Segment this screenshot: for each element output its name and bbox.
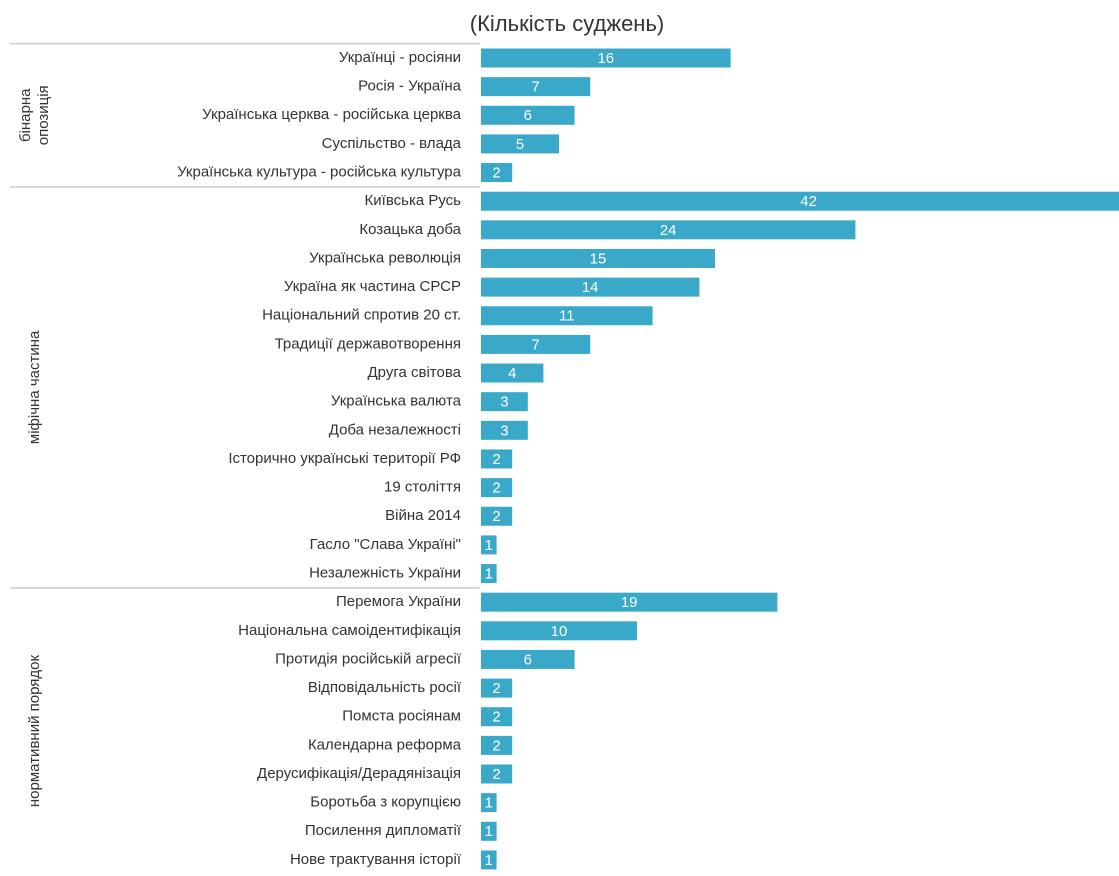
category-label: Україна як частина СРСР [284, 278, 461, 295]
group-label: опозиція [35, 85, 52, 145]
value-label: 3 [500, 422, 508, 439]
category-label: Росія - Україна [358, 78, 462, 95]
bar [481, 478, 513, 498]
bar [481, 220, 856, 240]
bar [481, 649, 575, 669]
value-label: 11 [559, 308, 575, 325]
bar [481, 564, 497, 584]
value-label: 2 [492, 480, 500, 497]
value-label: 14 [582, 279, 599, 296]
bar [481, 191, 1119, 211]
category-label: Календарна реформа [308, 736, 462, 753]
bar [481, 163, 513, 183]
category-label: Дерусифікація/Дерадянізація [257, 765, 461, 782]
bar [481, 77, 591, 97]
value-label: 19 [621, 594, 638, 611]
category-label: Традиції державотворення [275, 335, 461, 352]
category-label: Відповідальність росії [308, 679, 462, 696]
value-label: 2 [492, 766, 500, 783]
value-label: 2 [492, 709, 500, 726]
bar [481, 707, 513, 727]
group-label: нормативний порядок [26, 655, 43, 808]
value-label: 1 [485, 795, 493, 812]
value-label: 6 [524, 651, 532, 668]
category-label: Друга світова [368, 364, 462, 381]
value-label: 2 [492, 508, 500, 525]
bar [481, 105, 575, 125]
category-label: Українська культура - російська культура [177, 164, 462, 181]
bar [481, 592, 778, 612]
bar [481, 793, 497, 813]
value-label: 7 [531, 79, 539, 96]
category-label: Українці - росіяни [339, 49, 461, 66]
bar [481, 363, 544, 383]
bar [481, 392, 528, 412]
category-label: Незалежність України [309, 564, 461, 581]
bar [481, 535, 497, 555]
category-label: Доба незалежності [329, 421, 461, 438]
bar [481, 506, 513, 526]
category-label: Помста росіянам [342, 708, 461, 725]
category-label: Посилення дипломатії [305, 822, 462, 839]
category-label: 19 століття [384, 479, 461, 496]
bar [481, 48, 731, 68]
category-label: Українська церква - російська церква [202, 106, 461, 123]
category-label: Українська революція [309, 249, 461, 266]
bar [481, 277, 700, 297]
category-label: Війна 2014 [385, 507, 461, 524]
bar [481, 134, 559, 154]
value-label: 42 [800, 193, 817, 210]
value-label: 4 [508, 365, 516, 382]
value-label: 10 [551, 623, 568, 640]
bar [481, 621, 637, 641]
value-label: 15 [590, 250, 607, 267]
value-label: 2 [492, 165, 500, 182]
group-label: бінарна [17, 88, 34, 142]
category-label: Протидія російській агресії [275, 650, 462, 667]
value-label: 6 [524, 107, 532, 124]
category-label: Нове трактування історії [290, 851, 462, 868]
category-label: Гасло "Слава Україні" [310, 536, 461, 553]
value-label: 2 [492, 737, 500, 754]
category-label: Історично українські території РФ [228, 450, 461, 467]
value-label: 1 [485, 537, 493, 554]
value-label: 2 [492, 680, 500, 697]
value-label: 7 [531, 336, 539, 353]
value-label: 3 [500, 394, 508, 411]
bar [481, 850, 497, 870]
category-label: Козацька доба [359, 221, 461, 238]
category-label: Національний спротив 20 ст. [262, 307, 461, 324]
bar [481, 735, 513, 755]
category-label: Національна самоідентифікація [238, 622, 461, 639]
category-label: Українська валюта [331, 393, 462, 410]
bar [481, 449, 513, 469]
chart-title: (Кількість суджень) [470, 11, 665, 36]
value-label: 2 [492, 451, 500, 468]
category-label: Боротьба з корупцією [310, 794, 461, 811]
bar [481, 420, 528, 440]
category-label: Перемога України [336, 593, 461, 610]
value-label: 1 [485, 823, 493, 840]
bar [481, 306, 653, 326]
category-label: Київська Русь [365, 192, 462, 209]
value-label: 1 [485, 565, 493, 582]
group-label: міфічна частина [26, 330, 43, 444]
value-label: 1 [485, 852, 493, 869]
bar [481, 821, 497, 841]
value-label: 24 [660, 222, 677, 239]
bar [481, 334, 591, 354]
category-label: Суспільство - влада [322, 135, 462, 152]
value-label: 5 [516, 136, 524, 153]
bar [481, 678, 513, 698]
bar [481, 248, 715, 268]
bar [481, 764, 513, 784]
value-label: 16 [597, 50, 614, 67]
